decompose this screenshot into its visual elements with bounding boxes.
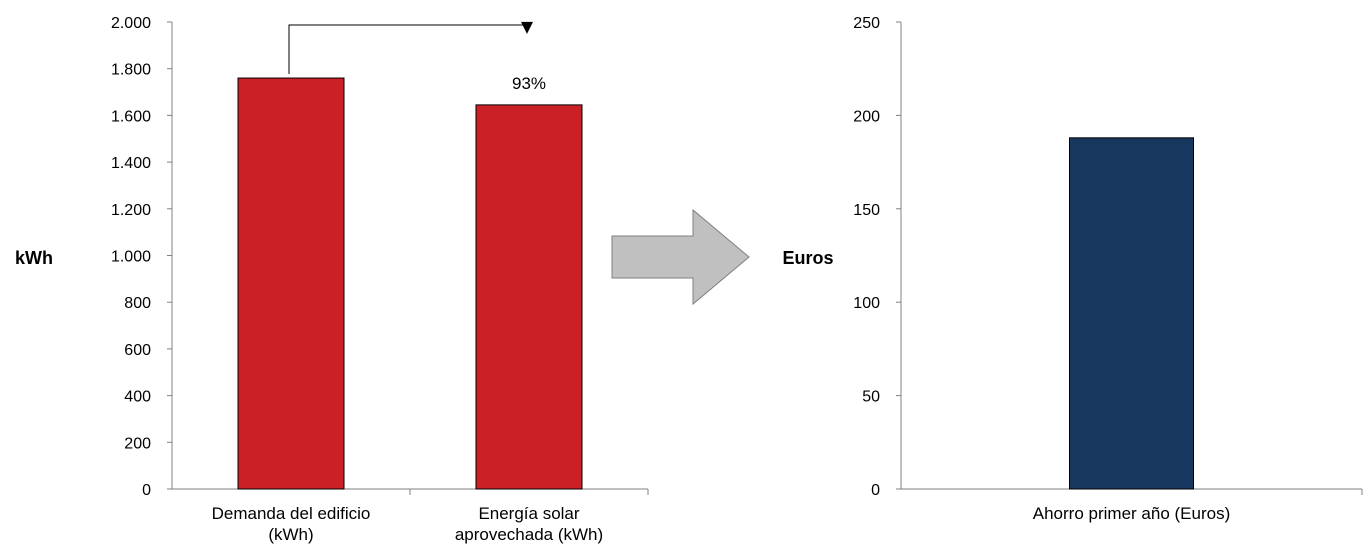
connector-line	[288, 21, 528, 75]
bar	[475, 104, 583, 490]
y-tick-label: 600	[124, 342, 151, 359]
chart-savings-euros: Euros 0 50 100 150 200 250 Ahorro primer año …	[782, 15, 1363, 523]
x-category-label: Demanda del edificio (kWh)	[212, 504, 371, 544]
y-tick-label: 150	[853, 202, 880, 219]
bar	[237, 77, 345, 490]
y-tick-label: 250	[853, 15, 880, 32]
annotation-percentage-label: 93%	[512, 74, 546, 93]
x-axis-categories-right: Ahorro primer año (Euros)	[1033, 504, 1230, 523]
y-tick-label: 1.400	[111, 155, 151, 172]
bars-left	[237, 77, 583, 490]
transition-arrow-icon	[611, 208, 750, 306]
y-tick-label: 1.200	[111, 202, 151, 219]
y-tick-label: 0	[871, 482, 880, 499]
y-tick-label: 200	[124, 435, 151, 452]
y-tick-label: 200	[853, 108, 880, 125]
y-tick-label: 100	[853, 295, 880, 312]
x-category-label: Energía solar aprovechada (kWh)	[455, 504, 603, 544]
bar	[1069, 137, 1194, 490]
y-tick-label: 800	[124, 295, 151, 312]
annotation-connector	[288, 21, 533, 75]
x-axis-categories-left: Demanda del edificio (kWh) Energía solar ap…	[212, 504, 604, 544]
y-tick-label: 50	[862, 389, 880, 406]
connector-arrowhead-icon	[521, 21, 533, 34]
y-tick-label: 0	[142, 482, 151, 499]
bars-right	[1069, 137, 1194, 490]
y-axis-ticks-left: 0 200 400 600 800 1.000 1.200 1.400 1.600 1.800 2.…	[111, 15, 649, 499]
y-tick-label: 1.800	[111, 62, 151, 79]
y-axis-label-kwh: kWh	[15, 248, 53, 268]
y-tick-label: 1.000	[111, 249, 151, 266]
y-tick-label: 400	[124, 389, 151, 406]
x-category-label: Ahorro primer año (Euros)	[1033, 504, 1230, 523]
y-axis-label-euros: Euros	[782, 248, 833, 268]
y-tick-label: 2.000	[111, 15, 151, 32]
chart-energy-kwh: kWh 0 200 400 600 800 1.000 1.200 1.400 1.600 1.8…	[15, 15, 649, 544]
y-tick-label: 1.600	[111, 108, 151, 125]
